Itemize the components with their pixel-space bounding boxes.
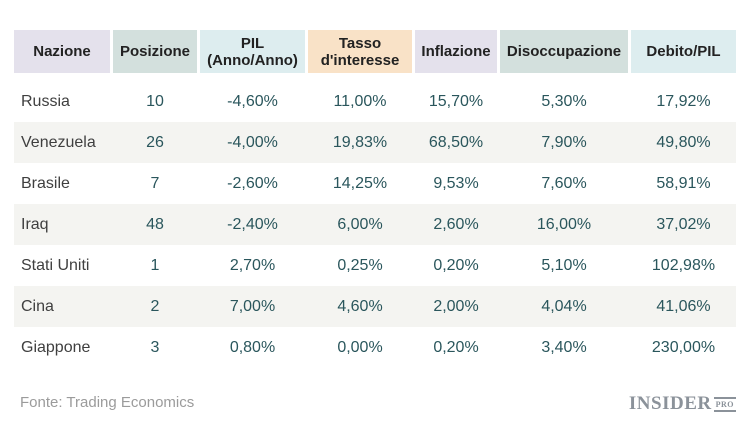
cell-posizione: 2	[150, 297, 160, 315]
cell-pil: -4,00%	[227, 133, 278, 151]
cell-debito: 41,06%	[656, 297, 711, 315]
cell-disoccupazione: 5,10%	[541, 256, 587, 274]
cell-debito: 230,00%	[651, 338, 716, 356]
table-header-row: Nazione Posizione PIL (Anno/Anno) Tasso …	[14, 30, 736, 73]
cell-nazione: Cina	[21, 297, 54, 315]
cell-debito: 17,92%	[656, 92, 711, 110]
column-header-label: Nazione	[33, 43, 91, 60]
column-header-label: Debito/PIL	[646, 43, 721, 60]
cell-posizione: 26	[146, 133, 164, 151]
column-header-pil: PIL (Anno/Anno)	[200, 30, 305, 73]
cell-inflazione: 9,53%	[433, 174, 479, 192]
column-header-nazione: Nazione	[14, 30, 110, 73]
column-header-label: PIL	[240, 34, 265, 52]
cell-disoccupazione: 7,90%	[541, 133, 587, 151]
cell-inflazione: 2,00%	[433, 297, 479, 315]
cell-posizione: 10	[146, 92, 164, 110]
cell-nazione: Stati Uniti	[21, 256, 90, 274]
table-body: Russia 10 -4,60% 11,00% 15,70% 5,30% 17,…	[14, 81, 736, 368]
cell-disoccupazione: 4,04%	[541, 297, 587, 315]
column-header-tasso-interesse: Tasso d'interesse	[308, 30, 412, 73]
cell-tasso: 0,25%	[337, 256, 383, 274]
cell-debito: 37,02%	[656, 215, 711, 233]
column-header-label: Inflazione	[421, 43, 491, 60]
column-header-label: Disoccupazione	[506, 43, 622, 60]
column-header-label-line2: d'interesse	[320, 51, 400, 69]
cell-inflazione: 68,50%	[428, 133, 484, 151]
cell-pil: -4,60%	[227, 92, 278, 110]
insiderpro-logo: INSIDER PRO	[629, 393, 736, 415]
cell-tasso: 6,00%	[337, 215, 383, 233]
table-row-cina: Cina 2 7,00% 4,60% 2,00% 4,04% 41,06%	[14, 286, 736, 327]
column-header-disoccupazione: Disoccupazione	[500, 30, 628, 73]
cell-disoccupazione: 16,00%	[536, 215, 592, 233]
table-row-iraq: Iraq 48 -2,40% 6,00% 2,60% 16,00% 37,02%	[14, 204, 736, 245]
cell-tasso: 4,60%	[337, 297, 383, 315]
column-header-label: Tasso	[338, 34, 382, 52]
cell-inflazione: 0,20%	[433, 256, 479, 274]
cell-nazione: Brasile	[21, 174, 70, 192]
column-header-debito-pil: Debito/PIL	[631, 30, 736, 73]
economic-data-table: Nazione Posizione PIL (Anno/Anno) Tasso …	[14, 30, 736, 368]
cell-disoccupazione: 3,40%	[541, 338, 587, 356]
cell-tasso: 19,83%	[332, 133, 388, 151]
table-row-venezuela: Venezuela 26 -4,00% 19,83% 68,50% 7,90% …	[14, 122, 736, 163]
cell-debito: 58,91%	[656, 174, 711, 192]
cell-posizione: 7	[150, 174, 160, 192]
column-header-label: Posizione	[119, 43, 190, 60]
cell-inflazione: 15,70%	[428, 92, 484, 110]
cell-debito: 102,98%	[651, 256, 716, 274]
column-header-posizione: Posizione	[113, 30, 197, 73]
cell-debito: 49,80%	[656, 133, 711, 151]
table-row-stati-uniti: Stati Uniti 1 2,70% 0,25% 0,20% 5,10% 10…	[14, 245, 736, 286]
cell-disoccupazione: 7,60%	[541, 174, 587, 192]
cell-tasso: 14,25%	[332, 174, 388, 192]
cell-tasso: 0,00%	[337, 338, 383, 356]
cell-tasso: 11,00%	[333, 92, 387, 110]
cell-nazione: Russia	[21, 92, 70, 110]
cell-posizione: 1	[150, 256, 160, 274]
column-header-label-line2: (Anno/Anno)	[207, 51, 298, 69]
cell-nazione: Venezuela	[21, 133, 96, 151]
cell-inflazione: 2,60%	[433, 215, 479, 233]
table-row-russia: Russia 10 -4,60% 11,00% 15,70% 5,30% 17,…	[14, 81, 736, 122]
column-header-inflazione: Inflazione	[415, 30, 497, 73]
cell-disoccupazione: 5,30%	[541, 92, 587, 110]
source-note: Fonte: Trading Economics	[20, 394, 195, 411]
cell-posizione: 3	[150, 338, 160, 356]
cell-inflazione: 0,20%	[433, 338, 479, 356]
cell-pil: -2,40%	[227, 215, 278, 233]
cell-nazione: Iraq	[21, 215, 49, 233]
cell-pil: 0,80%	[229, 338, 276, 356]
cell-posizione: 48	[146, 215, 164, 233]
cell-nazione: Giappone	[21, 338, 91, 356]
cell-pil: 7,00%	[229, 297, 276, 315]
logo-pro-badge: PRO	[713, 396, 736, 412]
table-row-brasile: Brasile 7 -2,60% 14,25% 9,53% 7,60% 58,9…	[14, 163, 736, 204]
cell-pil: 2,70%	[229, 256, 276, 274]
table-row-giappone: Giappone 3 0,80% 0,00% 0,20% 3,40% 230,0…	[14, 327, 736, 368]
logo-insider-text: INSIDER	[628, 393, 712, 414]
cell-pil: -2,60%	[227, 174, 278, 192]
